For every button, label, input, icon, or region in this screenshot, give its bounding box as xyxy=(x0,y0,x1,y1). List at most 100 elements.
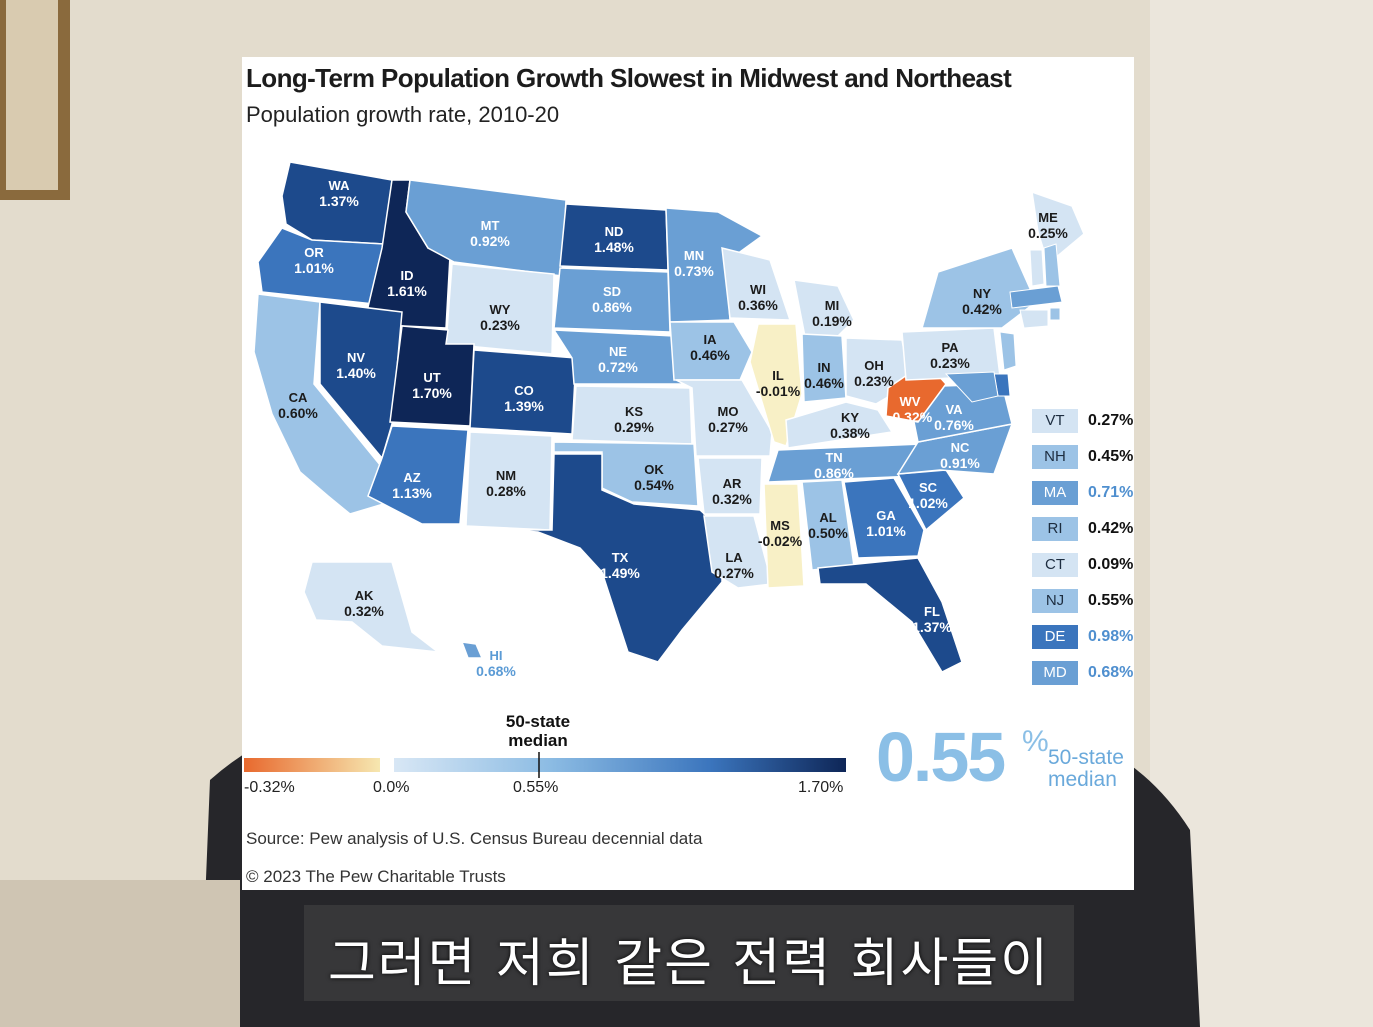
state-value-mi: 0.19% xyxy=(812,313,852,329)
state-value-nv: 1.40% xyxy=(336,365,376,381)
state-abbr-ny: NY xyxy=(973,286,991,301)
state-abbr-mt: MT xyxy=(481,218,500,233)
state-shape-ut xyxy=(389,325,475,427)
state-value-mt: 0.92% xyxy=(470,233,510,249)
state-abbr-ca: CA xyxy=(289,390,308,405)
state-value-wi: 0.36% xyxy=(738,297,778,313)
state-value-me: 0.25% xyxy=(1028,225,1068,241)
state-abbr-id: ID xyxy=(401,268,414,283)
state-abbr-ne: NE xyxy=(609,344,627,359)
state-value-ne: 0.72% xyxy=(598,359,638,375)
state-shape-wy xyxy=(445,263,555,355)
state-abbr-ia: IA xyxy=(704,332,718,347)
legend-tick-median: 0.55% xyxy=(513,779,559,796)
state-abbr-ky: KY xyxy=(841,410,859,425)
state-value-pa: 0.23% xyxy=(930,355,970,371)
state-shape-ny xyxy=(921,247,1037,329)
small-state-abbr-vt: VT xyxy=(1032,409,1078,433)
state-value-ny: 0.42% xyxy=(962,301,1002,317)
small-state-abbr-ct: CT xyxy=(1032,553,1078,577)
state-shape-mi xyxy=(793,279,855,349)
copyright-note: © 2023 The Pew Charitable Trusts xyxy=(246,867,506,886)
small-state-value-vt: 0.27% xyxy=(1088,412,1134,429)
video-subtitle-text: 그러면 저희 같은 전력 회사들이 xyxy=(327,934,1051,994)
state-value-ak: 0.32% xyxy=(344,603,384,619)
small-state-row-ma: MA 0.71% xyxy=(1032,481,1134,505)
state-abbr-nm: NM xyxy=(496,468,516,483)
state-value-ia: 0.46% xyxy=(690,347,730,363)
small-state-value-de: 0.98% xyxy=(1088,628,1134,645)
small-state-row-md: MD 0.68% xyxy=(1032,661,1134,685)
state-shape-wi xyxy=(721,247,792,321)
state-value-tn: 0.86% xyxy=(814,465,854,481)
state-abbr-sc: SC xyxy=(919,480,938,495)
state-value-or: 1.01% xyxy=(294,260,334,276)
state-value-la: 0.27% xyxy=(714,565,754,581)
state-shape-az xyxy=(367,425,469,525)
legend-positive-segment xyxy=(394,758,846,772)
state-value-az: 1.13% xyxy=(392,485,432,501)
state-shape-hi xyxy=(460,641,484,659)
small-state-value-ma: 0.71% xyxy=(1088,484,1134,501)
state-shape-ri xyxy=(1049,307,1061,321)
state-shape-in xyxy=(801,333,847,403)
legend-negative-segment xyxy=(244,758,380,772)
state-value-ms: -0.02% xyxy=(758,533,803,549)
state-shape-nh xyxy=(1043,243,1061,287)
state-value-oh: 0.23% xyxy=(854,373,894,389)
small-state-abbr-nh: NH xyxy=(1032,445,1078,469)
state-shape-ct xyxy=(1019,309,1049,329)
state-abbr-nc: NC xyxy=(951,440,970,455)
state-abbr-mi: MI xyxy=(825,298,839,313)
state-value-nc: 0.91% xyxy=(940,455,980,471)
state-abbr-in: IN xyxy=(818,360,831,375)
small-state-value-ct: 0.09% xyxy=(1088,556,1134,573)
state-abbr-tx: TX xyxy=(612,550,629,565)
state-abbr-sd: SD xyxy=(603,284,621,299)
state-shape-me xyxy=(1031,190,1085,266)
state-abbr-al: AL xyxy=(819,510,836,525)
small-state-abbr-md: MD xyxy=(1032,661,1078,685)
state-shape-vt xyxy=(1029,249,1045,287)
state-shape-fl xyxy=(817,557,963,673)
state-shape-ma xyxy=(1009,285,1063,309)
state-abbr-mn: MN xyxy=(684,248,704,263)
small-state-value-ri: 0.42% xyxy=(1088,520,1134,537)
state-abbr-ak: AK xyxy=(355,588,374,603)
big-median-percent: % xyxy=(1022,725,1049,758)
legend-gradient-bar xyxy=(244,752,846,778)
state-value-wa: 1.37% xyxy=(319,193,359,209)
state-abbr-ks: KS xyxy=(625,404,643,419)
state-abbr-tn: TN xyxy=(825,450,842,465)
state-shape-ak xyxy=(303,561,441,654)
state-abbr-pa: PA xyxy=(941,340,959,355)
state-labels: WA1.37%OR1.01%CA0.60%ID1.61%NV1.40%MT0.9… xyxy=(278,178,1068,679)
legend-tick-max: 1.70% xyxy=(798,779,844,796)
state-value-wy: 0.23% xyxy=(480,317,520,333)
big-median-caption-line1: 50-state xyxy=(1048,746,1124,769)
legend-tick-min: -0.32% xyxy=(244,779,295,796)
color-scale-legend: 50-state median -0.32% 0.0% 0. xyxy=(242,712,862,807)
map-card: Long-Term Population Growth Slowest in M… xyxy=(242,57,1134,890)
small-state-value-nj: 0.55% xyxy=(1088,592,1134,609)
legend-tick-zero: 0.0% xyxy=(373,779,410,796)
state-abbr-ms: MS xyxy=(770,518,790,533)
state-abbr-nd: ND xyxy=(605,224,624,239)
state-value-ar: 0.32% xyxy=(712,491,752,507)
small-state-row-nh: NH 0.45% xyxy=(1032,445,1133,469)
legend-median-caption-line2: median xyxy=(508,731,568,750)
small-state-abbr-ri: RI xyxy=(1032,517,1078,541)
state-shape-md xyxy=(944,371,999,403)
state-value-fl: 1.37% xyxy=(912,619,952,635)
state-shape-ia xyxy=(669,321,753,381)
state-value-ga: 1.01% xyxy=(866,523,906,539)
state-value-ks: 0.29% xyxy=(614,419,654,435)
state-abbr-mo: MO xyxy=(718,404,739,419)
state-value-in: 0.46% xyxy=(804,375,844,391)
state-value-ok: 0.54% xyxy=(634,477,674,493)
small-state-value-md: 0.68% xyxy=(1088,664,1134,681)
state-abbr-ga: GA xyxy=(876,508,896,523)
state-value-mn: 0.73% xyxy=(674,263,714,279)
state-shape-ca xyxy=(253,293,395,515)
state-value-hi: 0.68% xyxy=(476,663,516,679)
